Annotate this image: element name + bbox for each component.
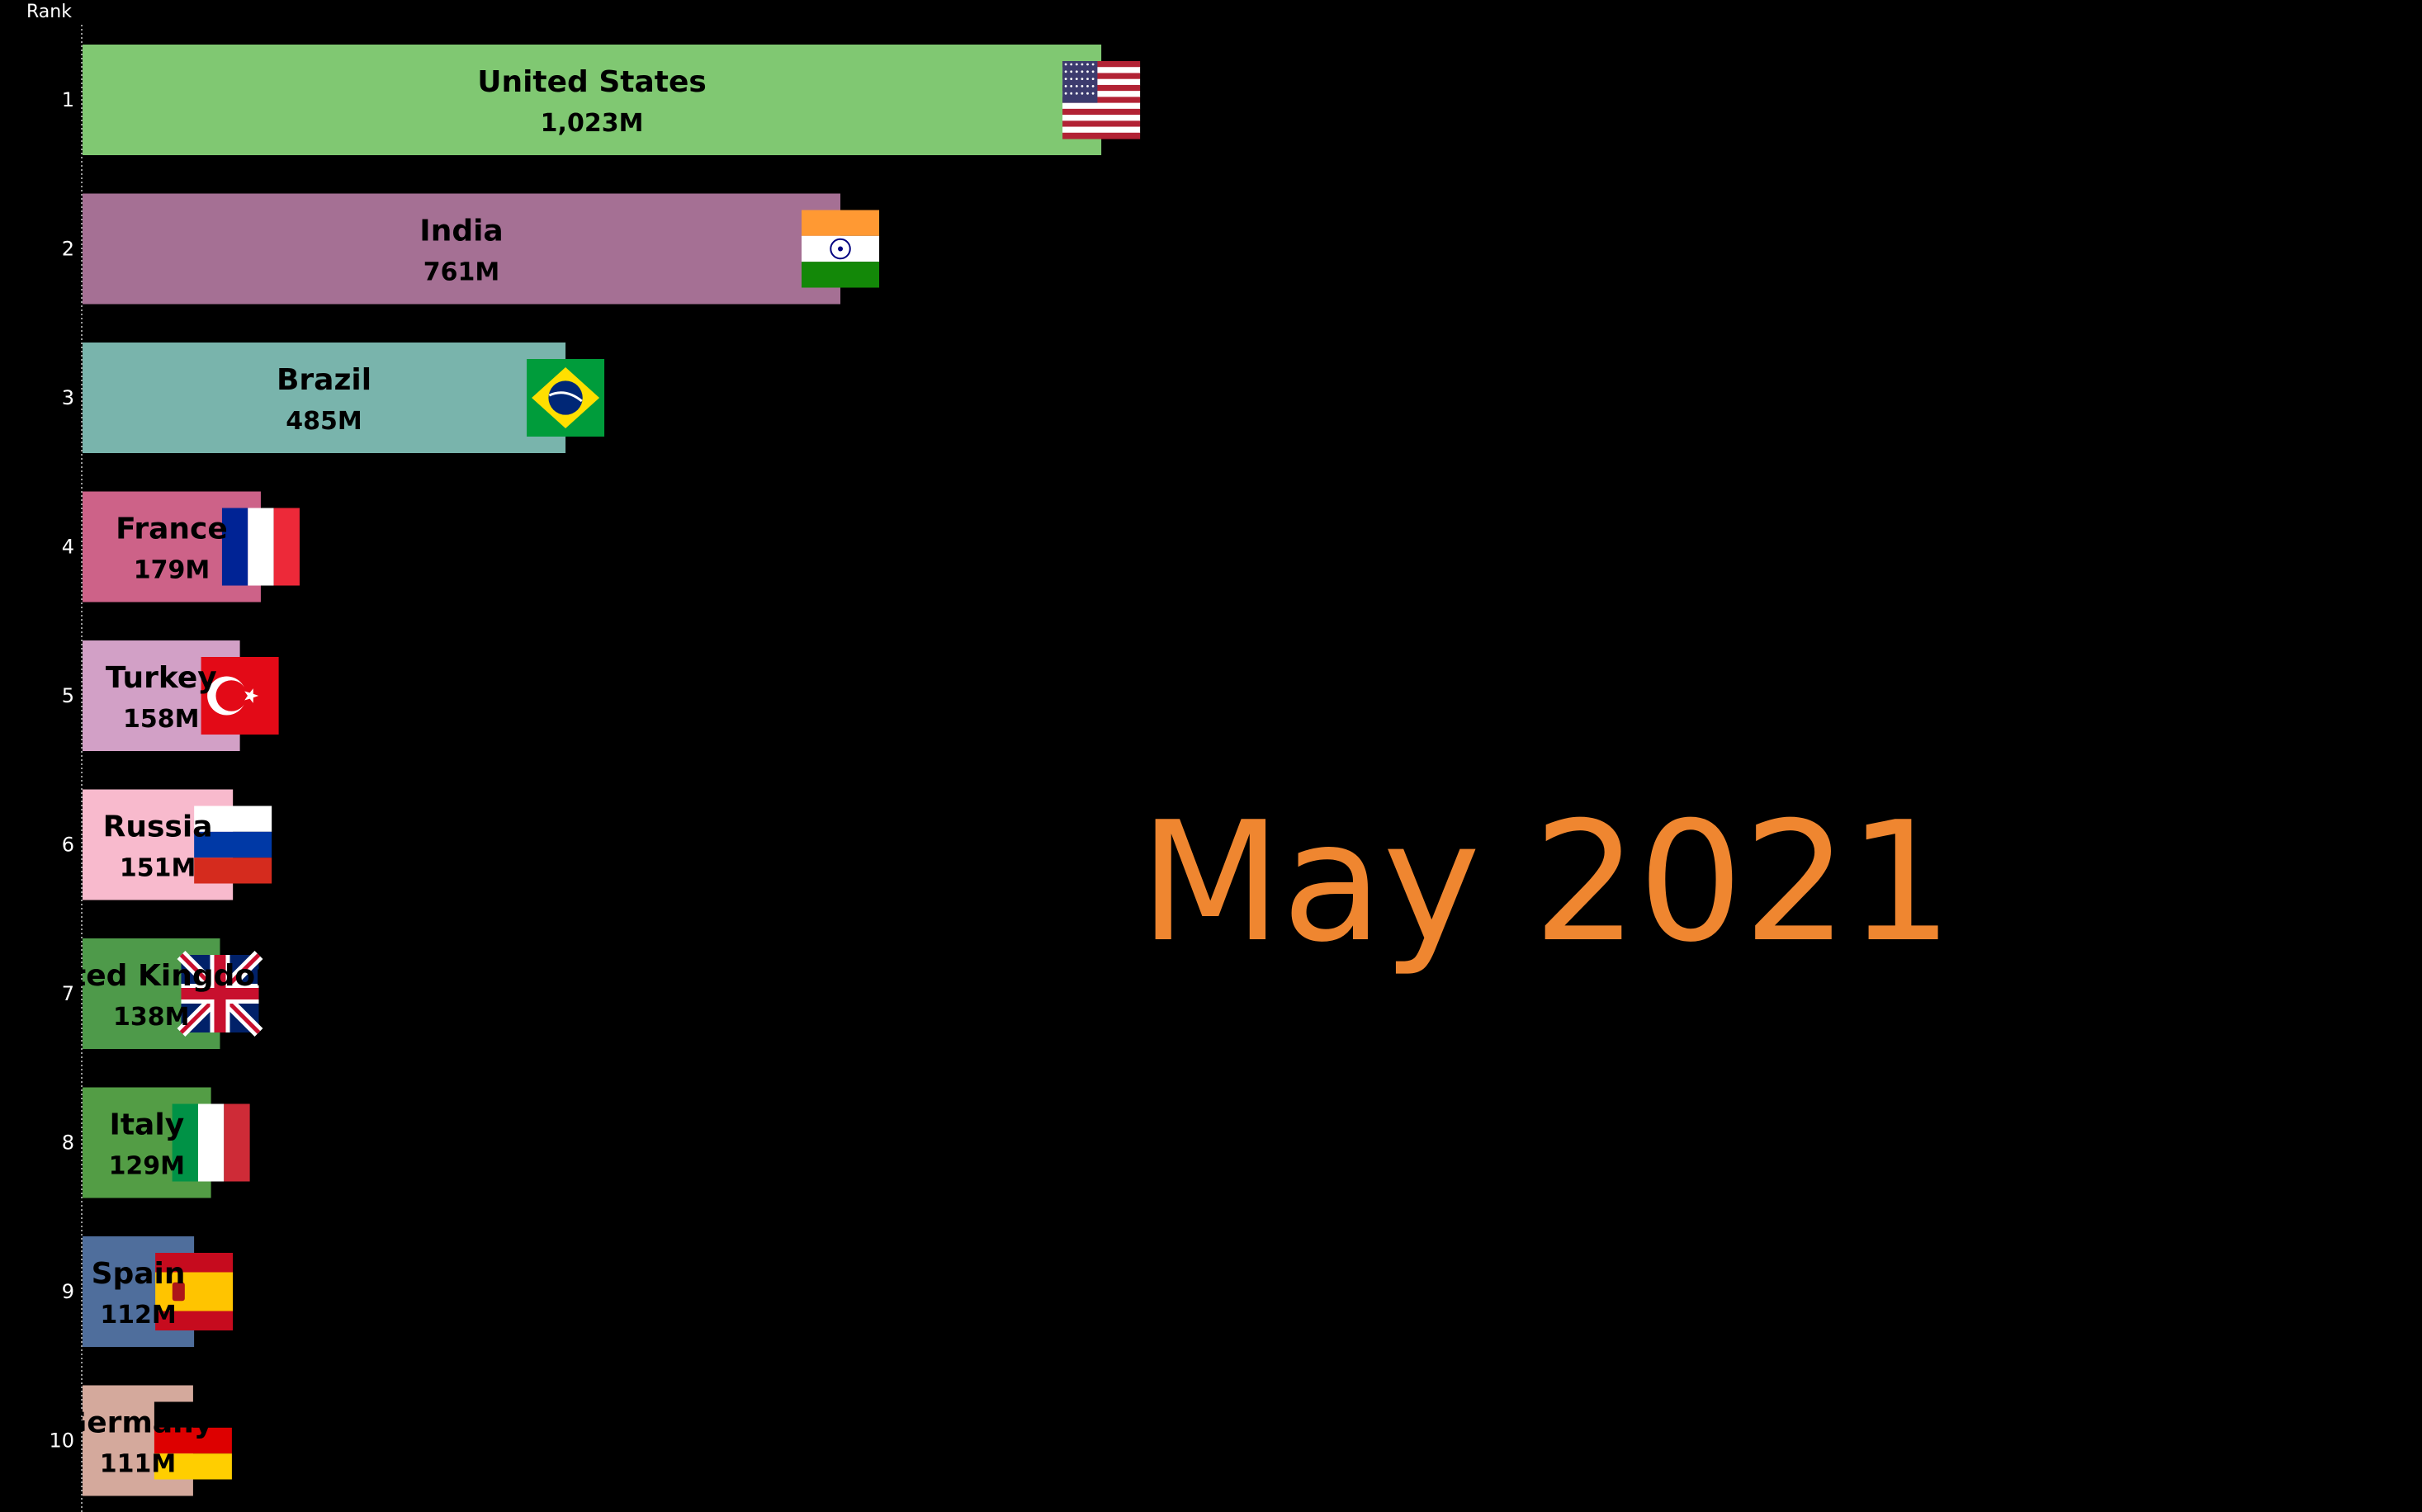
rank-tick-label: 8 <box>62 1132 74 1155</box>
country-label: France <box>116 513 228 546</box>
bar-group: 8 Italy 129M <box>62 1087 250 1198</box>
rank-tick-label: 10 <box>49 1429 74 1453</box>
spain-flag-icon <box>155 1253 234 1330</box>
value-label: 129M <box>109 1152 185 1181</box>
uk-flag-icon <box>177 951 263 1037</box>
country-label: Russia <box>103 810 213 844</box>
india-flag-icon <box>802 210 880 288</box>
rank-tick-label: 4 <box>62 536 74 559</box>
bar-group: 9 Spain 112M <box>62 1236 234 1347</box>
bar <box>83 193 841 305</box>
brazil-flag-icon <box>527 359 605 437</box>
value-label: 761M <box>423 258 499 287</box>
france-flag-icon <box>221 508 300 586</box>
country-label: Brazil <box>277 363 371 397</box>
country-label: Italy <box>109 1108 184 1142</box>
turkey-flag-icon <box>201 657 279 735</box>
value-label: 485M <box>286 407 362 436</box>
value-label: 151M <box>120 854 196 883</box>
country-label: India <box>419 215 503 248</box>
rank-tick-label: 1 <box>62 88 74 111</box>
country-label: United Kingdom <box>17 959 286 993</box>
bar <box>83 343 566 453</box>
value-label: 179M <box>134 556 210 585</box>
bar-group: 6 Russia 151M <box>62 789 272 900</box>
value-label: 1,023M <box>541 109 644 138</box>
bar-group: 4 France 179M <box>62 491 300 602</box>
country-label: Spain <box>92 1257 186 1291</box>
rank-tick-label: 7 <box>62 982 74 1005</box>
rank-tick-label: 2 <box>62 238 74 261</box>
bar-group: 1 United States 1,023M <box>62 45 1141 155</box>
value-label: 158M <box>123 705 199 734</box>
value-label: 138M <box>113 1003 189 1032</box>
bar-group: 5 Turkey 158M <box>62 640 279 751</box>
country-label: Germany <box>63 1406 214 1440</box>
country-label: Turkey <box>106 661 217 695</box>
country-label: United States <box>477 65 707 99</box>
period-date-label: May 2021 <box>1139 787 1954 979</box>
italy-flag-icon <box>172 1103 250 1182</box>
value-label: 112M <box>100 1301 176 1330</box>
rank-axis-header: Rank <box>26 2 72 22</box>
rank-tick-label: 6 <box>62 834 74 857</box>
rank-tick-label: 9 <box>62 1280 74 1303</box>
value-label: 111M <box>100 1450 176 1479</box>
rank-tick-label: 3 <box>62 386 74 409</box>
bar-group: 3 Brazil 485M <box>62 343 605 453</box>
rank-tick-label: 5 <box>62 684 74 707</box>
us-flag-icon <box>1062 61 1141 139</box>
bar-group: 2 India 761M <box>62 193 880 305</box>
russia-flag-icon <box>194 806 272 884</box>
germany-flag-icon <box>154 1401 232 1480</box>
bar <box>83 45 1102 155</box>
